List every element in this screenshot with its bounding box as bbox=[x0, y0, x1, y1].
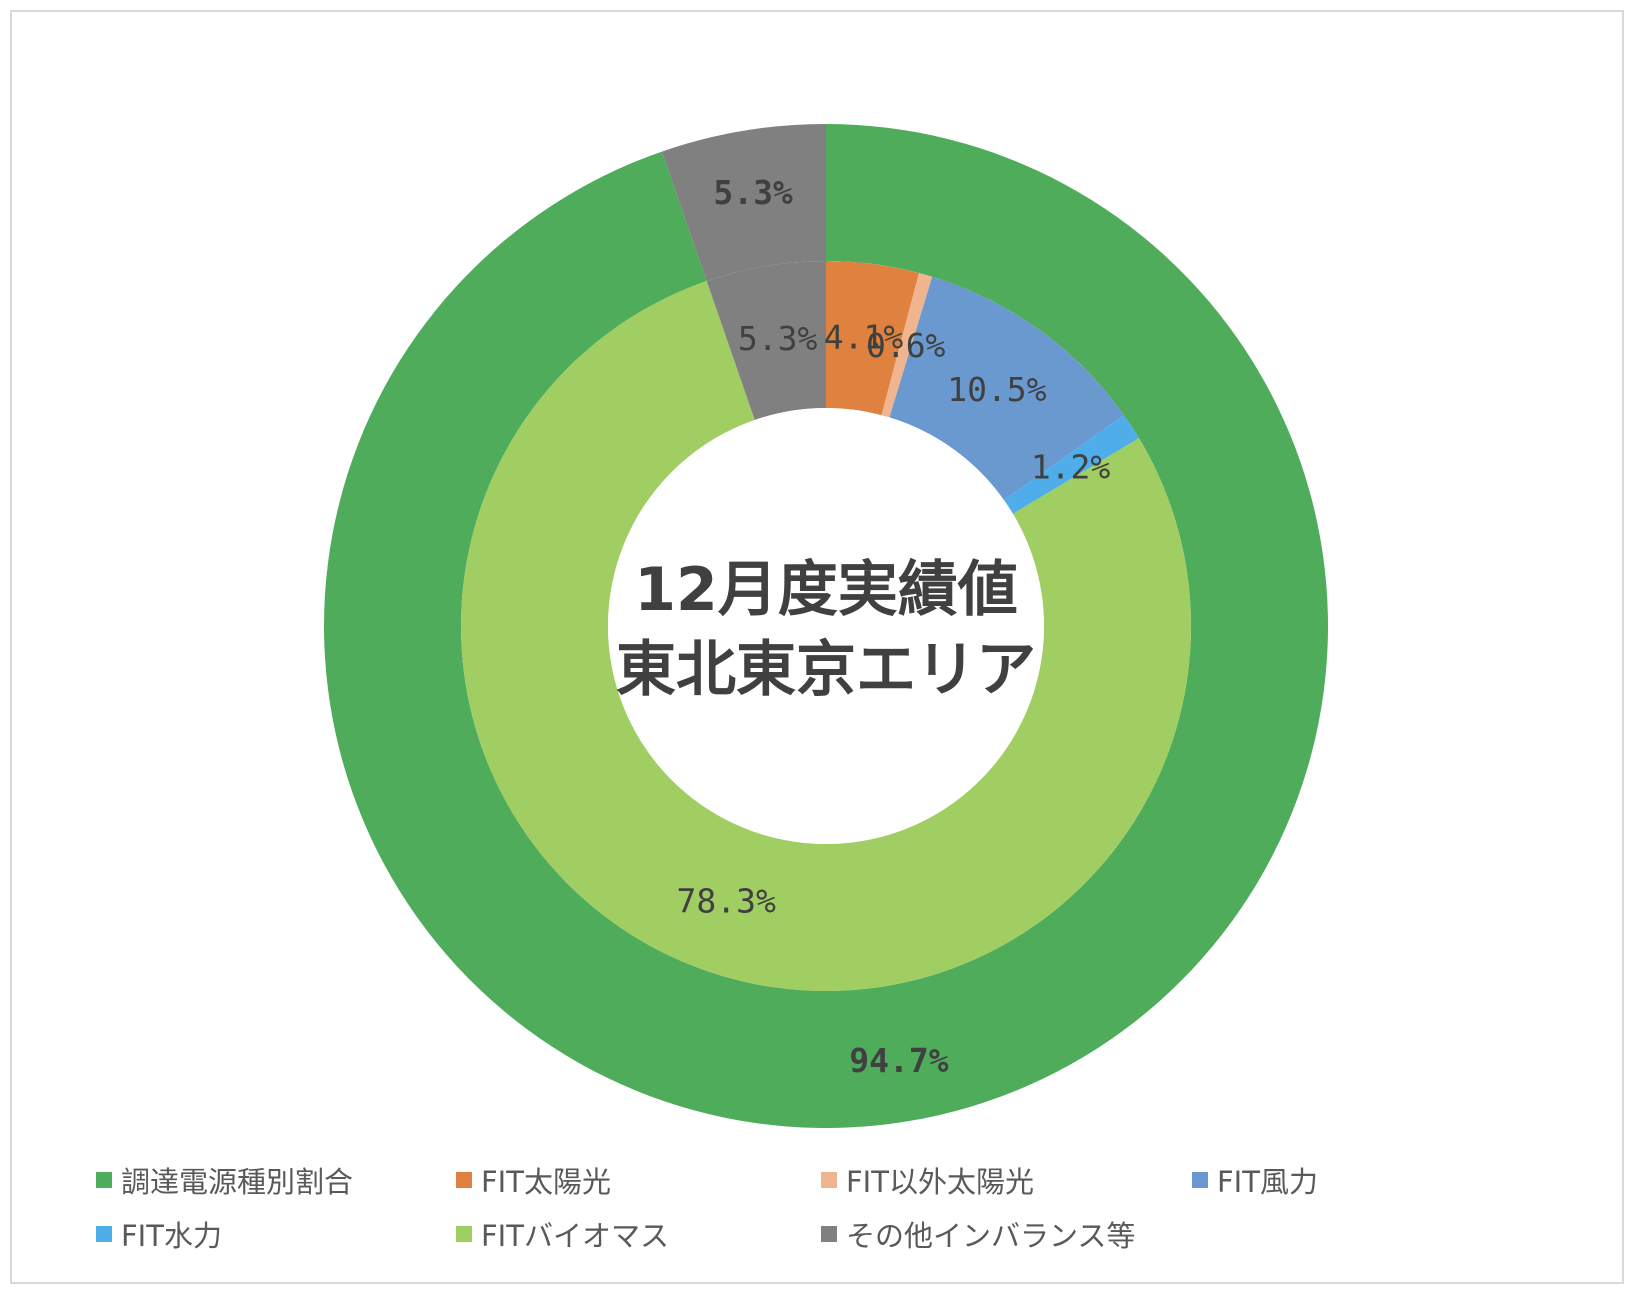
outer-slice-label-1: 5.3% bbox=[713, 173, 793, 212]
outer-slice-label-0: 94.7% bbox=[849, 1041, 948, 1080]
legend-item: FIT風力 bbox=[1192, 1160, 1318, 1200]
inner-slice-3 bbox=[1003, 415, 1139, 514]
inner-slice-1 bbox=[881, 273, 933, 418]
inner-slice-label-4: 78.3% bbox=[677, 881, 776, 920]
legend-swatch bbox=[1192, 1172, 1208, 1188]
legend-label: 調達電源種別割合 bbox=[121, 1165, 354, 1199]
inner-slice-2 bbox=[889, 276, 1124, 501]
legend-label: その他インバランス等 bbox=[846, 1219, 1136, 1253]
legend-item: その他インバランス等 bbox=[821, 1214, 1135, 1254]
inner-slice-4 bbox=[460, 281, 1191, 992]
legend-label: FIT風力 bbox=[1217, 1165, 1318, 1199]
center-title-line1: 12月度実績値 bbox=[634, 555, 1018, 625]
inner-slice-label-0: 4.1% bbox=[824, 317, 904, 356]
inner-slice-label-2: 10.5% bbox=[947, 370, 1046, 409]
legend-swatch bbox=[821, 1226, 837, 1242]
inner-slice-label-5: 5.3% bbox=[738, 319, 818, 358]
legend-label: FIT太陽光 bbox=[481, 1165, 611, 1199]
outer-ring bbox=[324, 124, 1329, 1128]
outer-slice-1 bbox=[661, 124, 826, 282]
legend-swatch bbox=[456, 1172, 472, 1188]
legend: 調達電源種別割合 FIT太陽光 FIT以外太陽光 FIT風力 FIT水力 FITバイオマス… bbox=[96, 1160, 1546, 1275]
legend-item: FITバイオマス bbox=[456, 1214, 669, 1254]
legend-item: FIT太陽光 bbox=[456, 1160, 611, 1200]
legend-item: FIT水力 bbox=[96, 1214, 222, 1254]
legend-swatch bbox=[456, 1226, 472, 1242]
data-labels: 94.7%5.3%4.1%0.6%10.5%1.2%78.3%5.3% bbox=[677, 173, 1111, 1080]
legend-swatch bbox=[96, 1172, 112, 1188]
legend-item: FIT以外太陽光 bbox=[821, 1160, 1034, 1200]
inner-slice-5 bbox=[706, 261, 826, 420]
inner-slice-0 bbox=[826, 261, 919, 416]
legend-swatch bbox=[821, 1172, 837, 1188]
legend-item: 調達電源種別割合 bbox=[96, 1160, 353, 1200]
legend-label: FIT以外太陽光 bbox=[846, 1165, 1034, 1199]
inner-ring bbox=[460, 261, 1191, 992]
center-title-line2: 東北東京エリア bbox=[616, 635, 1036, 705]
legend-label: FIT水力 bbox=[121, 1219, 222, 1253]
inner-slice-label-3: 1.2% bbox=[1031, 447, 1111, 486]
legend-label: FITバイオマス bbox=[481, 1219, 669, 1253]
donut-hole bbox=[608, 408, 1044, 844]
inner-slice-label-1: 0.6% bbox=[866, 326, 946, 365]
legend-swatch bbox=[96, 1226, 112, 1242]
